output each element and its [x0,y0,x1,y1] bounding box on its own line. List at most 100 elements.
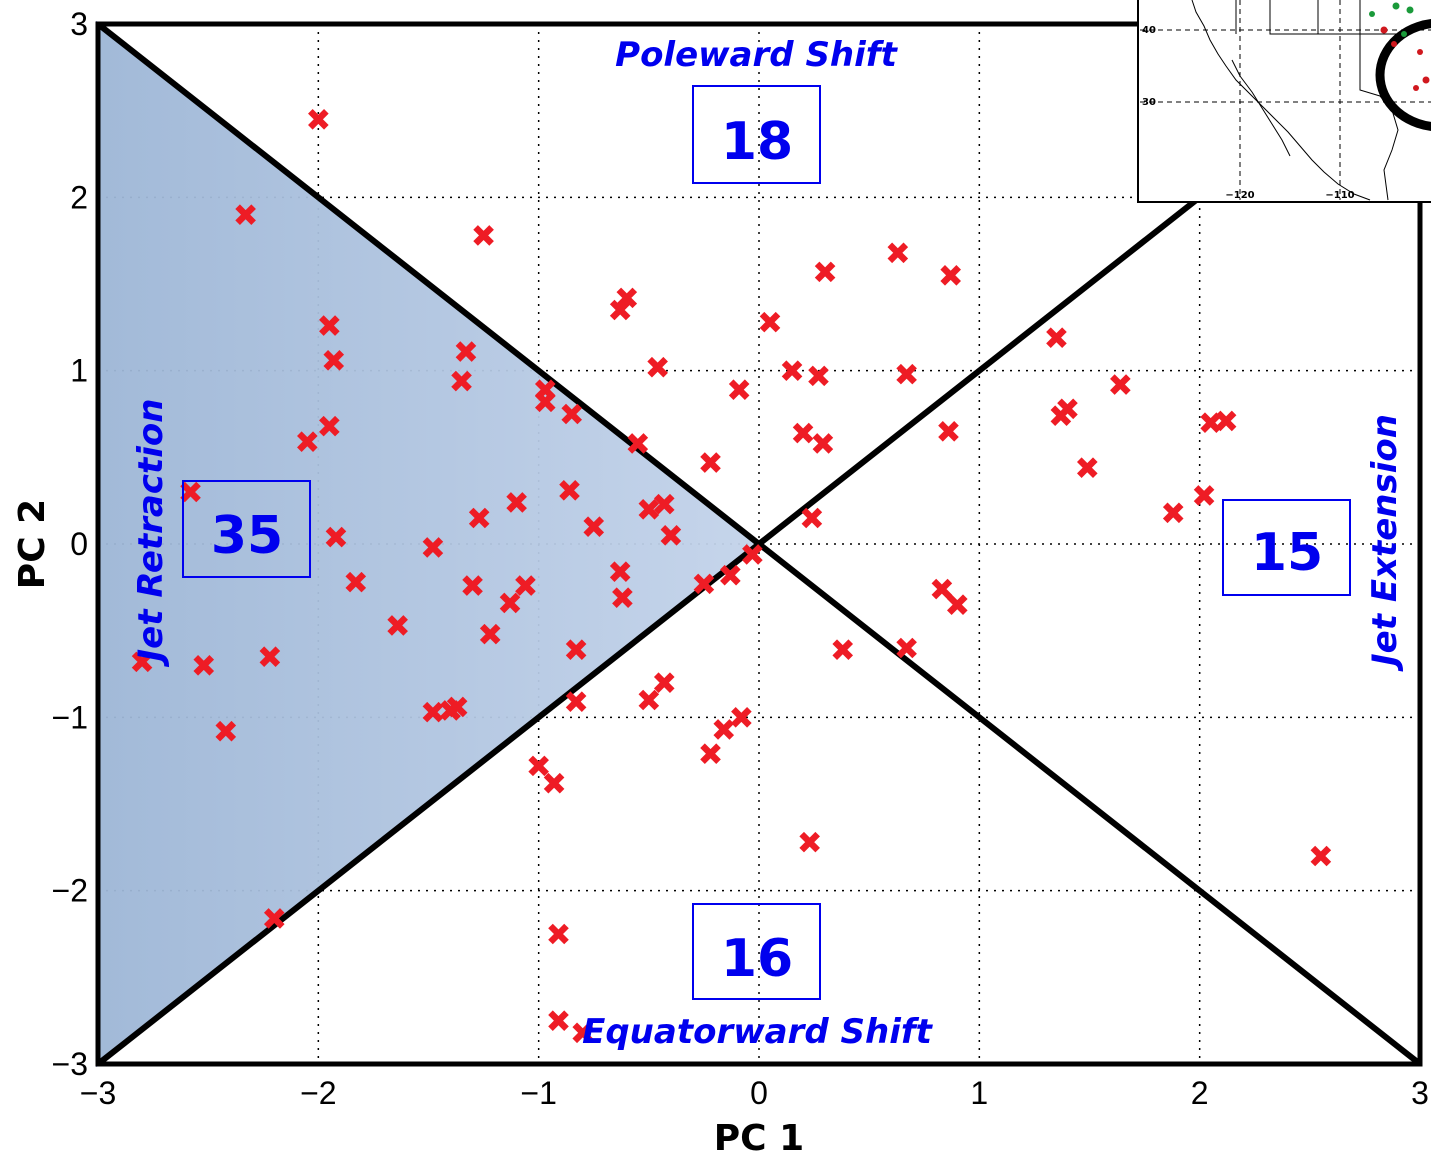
data-point-marker [462,575,483,596]
inset-map-station-dots [1369,2,1430,91]
data-point-marker [565,639,587,661]
data-point-marker [506,492,527,513]
data-point-marker [1046,327,1067,349]
y-tick-label: −2 [52,873,88,909]
data-point-marker [812,433,834,454]
data-point-marker [528,755,549,777]
data-point-marker [1310,845,1332,867]
data-point-marker [325,526,347,548]
region-label-left: Jet Retraction [131,399,171,668]
inset-map: 40 30 −120 −110 [1137,0,1431,203]
count-right: 15 [1251,523,1323,583]
inset-lon-label-120: −120 [1225,190,1254,201]
data-point-marker [259,646,281,667]
count-box-right [1222,499,1351,596]
x-tick-label: 1 [970,1075,988,1111]
data-point-marker [180,481,201,503]
data-point-marker [235,204,256,225]
region-label-bottom: Equatorward Shift [582,1012,934,1052]
y-tick-label: −3 [52,1046,88,1082]
data-point-marker [616,287,638,309]
data-points [131,109,1332,1044]
data-point-marker [479,623,501,645]
inset-map-highlight-ellipse [1375,19,1431,131]
data-point-marker [653,493,675,515]
data-point-marker [638,689,660,711]
data-point-marker [561,403,583,425]
y-tick-label: 1 [70,353,88,389]
data-point-marker [799,831,820,853]
data-point-marker [323,349,345,371]
data-point-marker [808,365,829,387]
data-point-marker [422,537,444,558]
data-point-marker [653,672,675,693]
y-tick-label: 2 [70,179,88,215]
data-point-marker [559,479,580,501]
data-point-marker [534,391,556,413]
data-point-marker [387,615,408,636]
data-point-marker [700,743,721,765]
data-point-marker [896,637,917,659]
x-tick-label: −3 [80,1075,116,1111]
data-point-marker [647,356,668,378]
x-tick-label: 0 [750,1075,768,1111]
y-tick-labels: −3 −2 −1 0 1 2 3 [52,6,88,1082]
data-point-marker [660,525,682,546]
data-point-marker [1050,405,1072,427]
data-point-marker [345,571,367,593]
data-point-marker [792,422,814,444]
data-point-marker [583,516,605,537]
data-point-marker [887,242,909,264]
count-box-top [692,85,821,184]
y-axis-title: PC 2 [12,499,53,589]
count-left: 35 [211,506,283,566]
data-point-marker [896,363,917,385]
data-point-marker [572,1022,594,1044]
data-point-marker [515,575,536,596]
data-point-marker [468,507,490,529]
data-point-marker [700,452,721,473]
count-box-left [182,480,311,578]
region-label-right: Jet Extension [1365,414,1405,672]
data-point-marker [609,299,631,321]
region-label-top: Poleward Shift [615,35,898,75]
data-point-marker [627,433,649,454]
x-axis-title: PC 1 [714,1118,804,1156]
data-point-marker [731,707,752,728]
count-bottom: 16 [721,929,793,989]
x-tick-label: 3 [1411,1075,1429,1111]
data-point-marker [814,261,836,283]
x-tick-label: −2 [300,1075,336,1111]
data-point-marker [455,341,477,362]
x-tick-label: 2 [1191,1075,1209,1111]
data-point-marker [609,561,631,583]
data-point-marker [1200,412,1221,433]
data-point-marker [1193,485,1215,506]
inset-lat-label-30: 30 [1142,97,1156,108]
y-tick-label: −1 [52,699,88,735]
data-point-marker [499,592,521,614]
data-point-marker [548,923,569,945]
data-point-marker [1077,457,1098,479]
data-point-marker [693,573,715,595]
data-point-marker [759,311,781,333]
data-point-marker [781,360,803,381]
data-point-marker [612,587,633,609]
data-point-marker [720,564,741,586]
data-point-marker [451,370,472,392]
data-point-marker [938,421,959,442]
data-point-marker [446,696,468,718]
data-point-marker [638,499,660,520]
inset-map-outlines [1191,0,1410,201]
data-point-marker [422,701,444,723]
data-point-marker [548,1010,569,1031]
data-point-marker [1110,374,1131,395]
data-point-marker [319,415,340,437]
data-point-marker [947,594,968,615]
data-point-marker [742,544,763,565]
data-point-marker [940,265,961,286]
inset-map-graticule [1140,0,1431,200]
data-point-marker [801,507,823,529]
data-point-marker [1215,410,1237,432]
data-point-marker [215,720,237,742]
